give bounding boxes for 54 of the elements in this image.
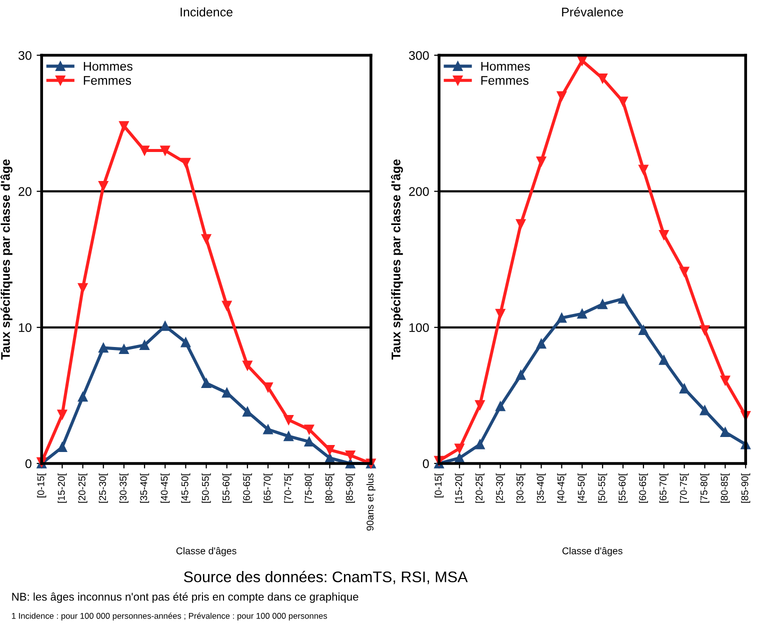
x-tick-label: [30-35[: [516, 473, 526, 503]
x-tick-label: [40-45[: [160, 473, 170, 503]
y-tick-label: 10: [18, 323, 32, 332]
x-tick-label: [20-25[: [475, 473, 484, 503]
x-tick-label: [85-90[: [741, 473, 750, 503]
x-tick-label: [40-45[: [557, 473, 566, 503]
x-tick-label: [80-85[: [325, 473, 334, 503]
x-tick-label: [25-30[: [98, 473, 108, 503]
legend-label: Hommes: [84, 62, 132, 71]
y-tick-label: 30: [18, 51, 32, 60]
x-tick-label: [60-65[: [242, 473, 252, 503]
x-tick-label: [0-15[: [434, 473, 444, 498]
x-tick-label: [85-90[: [346, 473, 355, 503]
x-tick-label: [65-70[: [659, 473, 668, 503]
x-tick-label: [55-60[: [618, 473, 628, 503]
x-tick-label: [15-20[: [454, 473, 464, 503]
y-tick-label: 100: [409, 323, 429, 332]
x-tick-label: [30-35[: [119, 473, 128, 503]
x-tick-label: [35-40[: [536, 473, 546, 503]
y-tick-label: 300: [408, 51, 429, 60]
x-tick-label: [75-80[: [700, 473, 710, 503]
x-tick-label: [50-55[: [598, 473, 608, 503]
legend-label: Hommes: [481, 62, 530, 71]
x-tick-label: [55-60[: [222, 473, 232, 503]
x-tick-label: [60-65[: [638, 473, 648, 503]
x-tick-label: [65-70[: [263, 473, 273, 503]
x-axis-title: Classe d'âges: [562, 547, 622, 556]
x-tick-label: [15-20[: [58, 473, 67, 503]
text: NB: les âges inconnus n'ont pas été pris en compte dans ce graphique: [12, 592, 358, 603]
y-axis-title: Taux spécifiques par classe d'âge: [0, 159, 12, 360]
y-tick-label: 200: [409, 187, 429, 196]
x-axis-title: Classe d'âges: [176, 547, 236, 556]
chart-title: Prévalence: [562, 7, 624, 16]
x-tick-label: [45-50[: [181, 473, 190, 503]
y-tick-label: 0: [25, 459, 32, 468]
x-tick-label: [25-30[: [496, 473, 505, 503]
x-tick-label: [20-25[: [78, 473, 88, 503]
text: 1 Incidence : pour 100 000 personnes-années ; Prévalence : pour 100 000 personnes: [12, 612, 328, 620]
y-tick-label: 0: [422, 459, 429, 468]
y-tick-label: 20: [18, 187, 32, 196]
x-tick-label: [50-55[: [202, 473, 211, 503]
x-tick-label: [35-40[: [140, 473, 150, 503]
legend-label: Femmes: [481, 76, 528, 85]
x-tick-label: [70-75[: [284, 473, 294, 503]
x-tick-label: [75-80[: [304, 473, 314, 503]
x-tick-label: [0-15[: [37, 473, 46, 498]
x-tick-label: [70-75[: [680, 473, 689, 503]
source-note: Source des données: CnamTS, RSI, MSA: [184, 570, 468, 584]
y-axis-title: Taux spécifiques par classe d'âge: [390, 159, 403, 360]
x-tick-label: [80-85[: [720, 473, 730, 503]
x-tick-label: 90ans et plus: [366, 474, 376, 531]
chart-title: Incidence: [180, 7, 232, 16]
x-tick-label: [45-50[: [578, 473, 587, 503]
legend-label: Femmes: [84, 76, 132, 85]
